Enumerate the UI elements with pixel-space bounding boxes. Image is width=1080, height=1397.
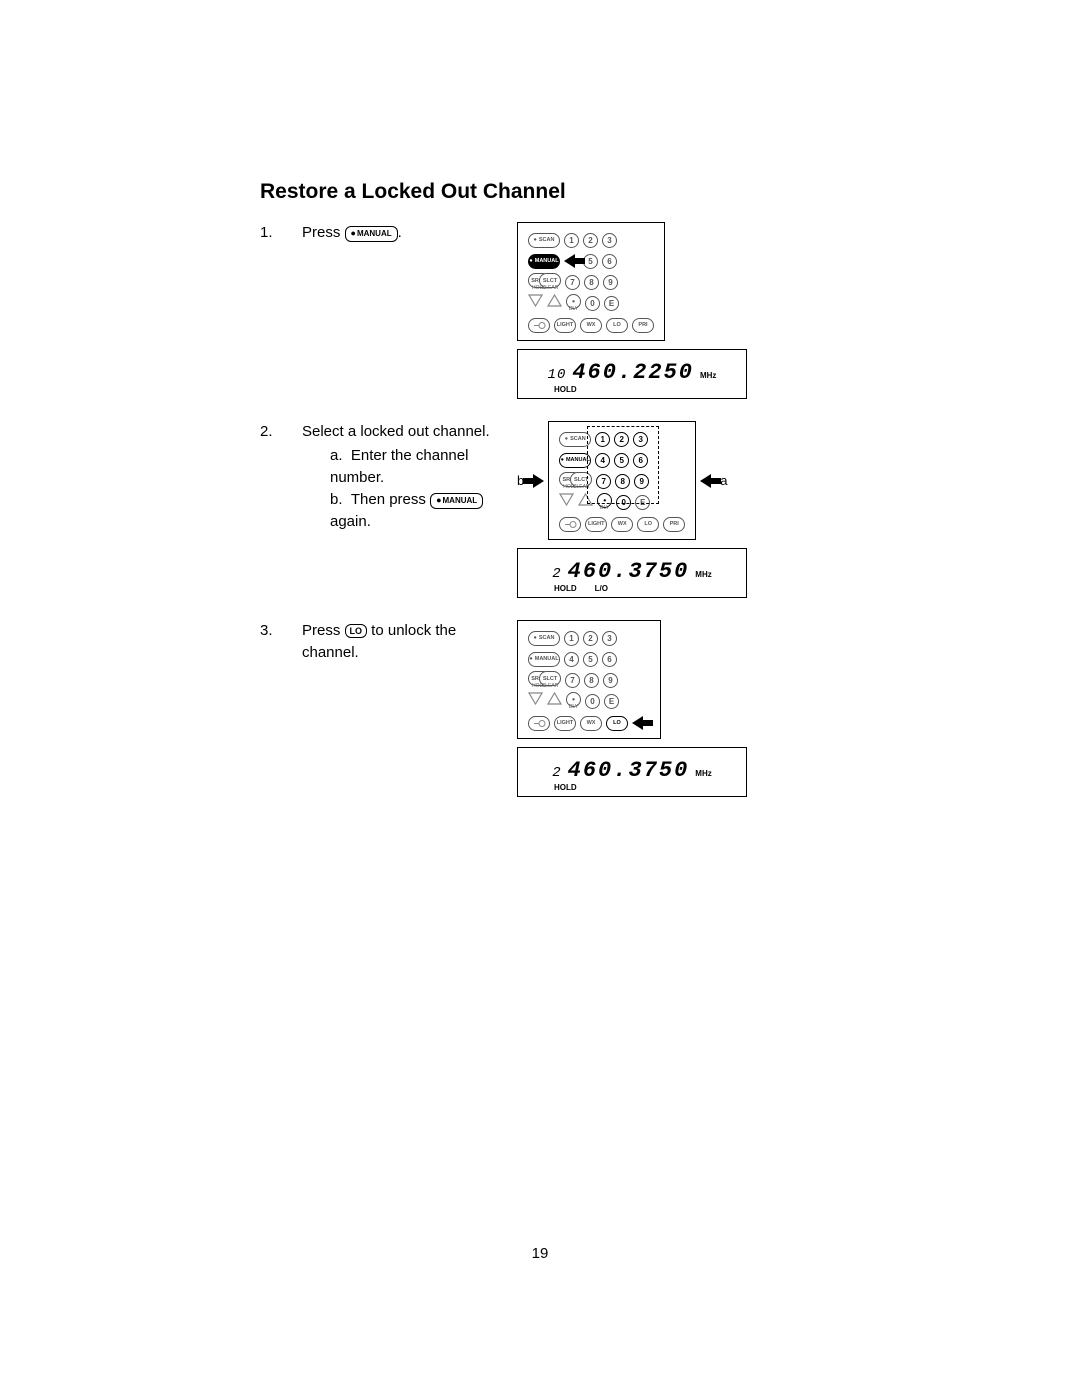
down-triangle-icon (528, 293, 543, 313)
keypad-diagram-2: ●SCAN 1 2 3 ●MANUAL 4 5 6 SRCHHOLD SLCTC… (548, 421, 696, 540)
light-key: LIGHT (554, 318, 576, 333)
section-heading: Restore a Locked Out Channel (260, 180, 820, 204)
lock-key (528, 318, 550, 333)
step-3: 3. Press LO to unlock the channel. ●SCAN… (260, 620, 820, 801)
lo-key: LO (606, 318, 628, 333)
manual-key: ●MANUAL (528, 652, 560, 667)
lcd-display-1: 10 460.2250 MHz HOLD (517, 349, 747, 399)
digit-0: 0 (585, 694, 600, 709)
step-number: 3. (260, 620, 302, 639)
arrow-b-icon (528, 474, 544, 488)
scan-key: ●SCAN (528, 631, 560, 646)
manual-page: Restore a Locked Out Channel 1. Press ●M… (0, 0, 1080, 1397)
lcd-channel: 10 (548, 367, 567, 383)
substep-b: b. Then press ●MANUAL again. (330, 489, 507, 533)
step-text: Press LO to unlock the channel. (302, 620, 507, 664)
light-key: LIGHT (554, 716, 576, 731)
digit-6: 6 (602, 254, 617, 269)
step-number: 2. (260, 421, 302, 440)
step-1: 1. Press ●MANUAL. ●SCAN 1 2 3 ●MANUAL 5 (260, 222, 820, 403)
digits-highlight-box (587, 426, 659, 504)
manual-button-inline: ●MANUAL (345, 226, 398, 242)
lcd-channel: 2 (552, 566, 561, 582)
step-text: Select a locked out channel. a. Enter th… (302, 421, 507, 533)
lo-key: LO (637, 517, 659, 532)
digit-1: 1 (564, 233, 579, 248)
digit-7: 7 (565, 275, 580, 290)
step-1-figure: ●SCAN 1 2 3 ●MANUAL 5 6 SRCHHOLD SLCTCLE… (517, 222, 747, 403)
lcd-display-3: 2 460.3750 MHz HOLD (517, 747, 747, 797)
lock-key (559, 517, 581, 532)
digit-4: 4 (564, 652, 579, 667)
lock-key (528, 716, 550, 731)
keypad-diagram-1: ●SCAN 1 2 3 ●MANUAL 5 6 SRCHHOLD SLCTCLE… (517, 222, 665, 341)
lcd-unit: MHz (695, 570, 711, 579)
scan-key: ●SCAN (528, 233, 560, 248)
lcd-status: HOLD (532, 783, 732, 792)
digit-3: 3 (602, 233, 617, 248)
e-key: E (604, 694, 619, 709)
label-a: a (720, 473, 727, 488)
down-triangle-icon (528, 691, 543, 711)
arrow-to-lo-icon (632, 716, 650, 730)
digit-7: 7 (565, 673, 580, 688)
digit-6: 6 (602, 652, 617, 667)
digit-3: 3 (602, 631, 617, 646)
digit-9: 9 (603, 673, 618, 688)
step-2: 2. Select a locked out channel. a. Enter… (260, 421, 820, 602)
lcd-frequency: 460.3750 (568, 559, 690, 584)
wx-key: WX (611, 517, 633, 532)
arrow-a-icon (700, 474, 716, 488)
lcd-frequency: 460.3750 (568, 758, 690, 783)
step-number: 1. (260, 222, 302, 241)
lcd-display-2: 2 460.3750 MHz HOLDL/O (517, 548, 747, 598)
up-triangle-icon (547, 293, 562, 313)
digit-8: 8 (584, 673, 599, 688)
digit-9: 9 (603, 275, 618, 290)
digit-0: 0 (585, 296, 600, 311)
step-2-figure: b ●SCAN 1 2 3 ●MANUAL 4 5 6 (517, 421, 747, 602)
lcd-status: HOLDL/O (532, 584, 732, 593)
up-triangle-icon (547, 691, 562, 711)
manual-key-highlighted: ●MANUAL (528, 254, 560, 269)
manual-button-inline: ●MANUAL (430, 493, 483, 509)
wx-key: WX (580, 716, 602, 731)
arrow-to-manual-icon (564, 254, 586, 268)
e-key: E (604, 296, 619, 311)
lcd-status: HOLD (532, 385, 732, 394)
lcd-unit: MHz (700, 371, 716, 380)
step-text: Press ●MANUAL. (302, 222, 507, 244)
lo-button-inline: LO (345, 624, 368, 638)
digit-5: 5 (583, 652, 598, 667)
pri-key: PRI (663, 517, 685, 532)
keypad-diagram-3: ●SCAN 1 2 3 ●MANUAL 4 5 6 SRCHHOLD SLCTC… (517, 620, 661, 739)
lcd-unit: MHz (695, 769, 711, 778)
pri-key: PRI (632, 318, 654, 333)
down-triangle-icon (559, 492, 574, 512)
lcd-channel: 2 (552, 765, 561, 781)
step-3-figure: ●SCAN 1 2 3 ●MANUAL 4 5 6 SRCHHOLD SLCTC… (517, 620, 747, 801)
lcd-frequency: 460.2250 (572, 360, 694, 385)
lo-key-highlighted: LO (606, 716, 628, 731)
digit-1: 1 (564, 631, 579, 646)
wx-key: WX (580, 318, 602, 333)
page-number: 19 (0, 1245, 1080, 1262)
light-key: LIGHT (585, 517, 607, 532)
digit-8: 8 (584, 275, 599, 290)
digit-2: 2 (583, 631, 598, 646)
substep-a: a. Enter the channel number. (330, 445, 507, 489)
digit-2: 2 (583, 233, 598, 248)
